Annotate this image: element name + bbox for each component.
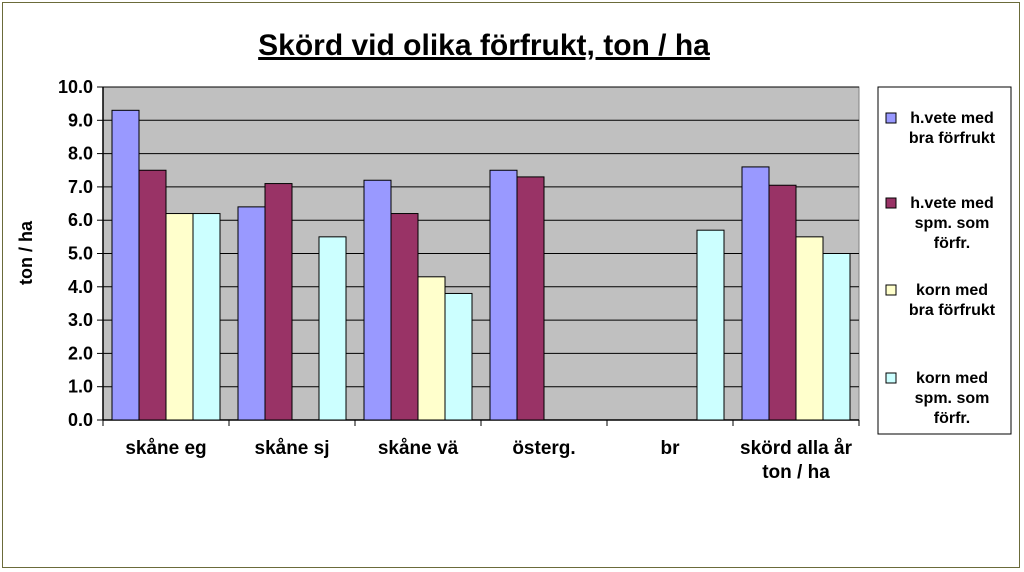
legend-box bbox=[877, 86, 1012, 435]
bar bbox=[768, 184, 797, 421]
y-tick-label: 2.0 bbox=[68, 343, 93, 363]
legend-label: korn med spm. som förfr. bbox=[915, 370, 990, 427]
legend: h.vete med bra förfrukt h.vete med spm. som… bbox=[877, 86, 1012, 435]
y-tick-label: 9.0 bbox=[68, 110, 93, 130]
x-category-label: br bbox=[661, 438, 681, 459]
bar bbox=[417, 276, 446, 421]
x-category-label: skörd alla år ton / ha bbox=[740, 438, 853, 483]
bar bbox=[822, 253, 851, 421]
y-tick-label: 4.0 bbox=[68, 277, 93, 297]
y-tick-label: 5.0 bbox=[68, 244, 93, 264]
y-tick-label: 3.0 bbox=[68, 310, 93, 330]
bar bbox=[111, 109, 140, 421]
bar bbox=[390, 213, 419, 421]
y-tick-label: 8.0 bbox=[68, 144, 93, 164]
bar bbox=[489, 169, 518, 421]
chart-title: Skörd vid olika förfrukt, ton / ha bbox=[258, 29, 710, 62]
legend-swatch bbox=[885, 112, 897, 124]
y-tick-label: 0.0 bbox=[68, 410, 93, 430]
legend-swatch bbox=[885, 284, 897, 296]
legend-swatch bbox=[885, 197, 897, 209]
bar bbox=[318, 236, 347, 421]
bar bbox=[795, 236, 824, 421]
bar bbox=[165, 213, 194, 421]
y-tick-label: 6.0 bbox=[68, 210, 93, 230]
plot-area: 0.0 1.0 2.0 3.0 4.0 5.0 6.0 7.0 8.0 9.0 10.0 skåne … bbox=[58, 77, 860, 483]
legend-label: korn med bra förfrukt bbox=[909, 282, 996, 319]
legend-label: h.vete med bra förfrukt bbox=[909, 110, 996, 147]
bar bbox=[363, 179, 392, 421]
x-category-label: skåne eg bbox=[125, 438, 206, 459]
y-tick-label: 1.0 bbox=[68, 377, 93, 397]
bar bbox=[237, 206, 266, 421]
bar bbox=[264, 183, 293, 421]
x-category-label: österg. bbox=[512, 438, 575, 459]
bar bbox=[696, 229, 725, 421]
x-category-label: skåne sj bbox=[255, 438, 330, 459]
x-category-label: skåne vä bbox=[378, 438, 459, 459]
bar bbox=[741, 166, 770, 421]
bar bbox=[444, 292, 473, 421]
y-axis-label: ton / ha bbox=[16, 220, 36, 285]
legend-label: h.vete med spm. som förfr. bbox=[910, 195, 994, 252]
bar bbox=[138, 169, 167, 421]
y-tick-label: 10.0 bbox=[58, 77, 93, 97]
y-tick-label: 7.0 bbox=[68, 177, 93, 197]
bar bbox=[192, 213, 221, 421]
legend-swatch bbox=[885, 372, 897, 384]
bar bbox=[516, 176, 545, 421]
